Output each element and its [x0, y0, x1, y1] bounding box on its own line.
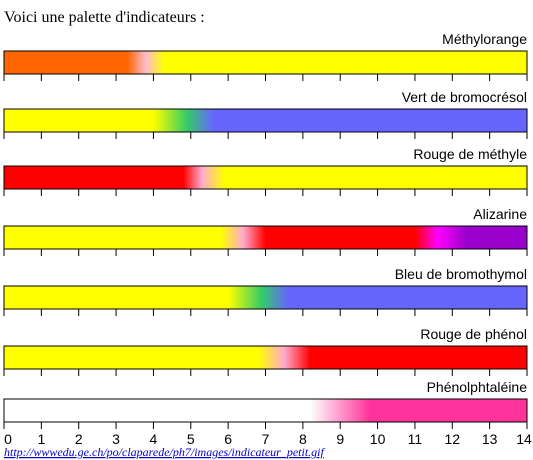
x-tick-label: 2 — [75, 431, 83, 447]
x-tick-label: 13 — [482, 431, 498, 447]
source-link[interactable]: http://wwwedu.ge.ch/po/claparede/ph7/ima… — [4, 445, 326, 459]
x-tick-label: 6 — [224, 431, 232, 447]
x-tick-label: 12 — [444, 431, 460, 447]
indicator-name: Phénolphtaléine — [427, 379, 528, 395]
x-tick-label: 7 — [262, 431, 270, 447]
x-tick-label: 14 — [516, 431, 532, 447]
x-tick-label: 0 — [4, 431, 12, 447]
x-tick-label: 5 — [187, 431, 195, 447]
indicator-name: Vert de bromocrésol — [402, 89, 527, 105]
x-tick-label: 3 — [112, 431, 120, 447]
indicator-bar — [3, 225, 528, 250]
indicator-name: Rouge de phénol — [420, 326, 527, 342]
x-tick-label: 10 — [370, 431, 386, 447]
indicator-bar — [3, 50, 528, 75]
indicator-name: Alizarine — [473, 206, 527, 222]
x-tick-label: 11 — [408, 431, 423, 447]
x-tick-label: 8 — [299, 431, 307, 447]
indicator-bar — [3, 398, 528, 423]
indicator-name: Rouge de méthyle — [413, 146, 527, 162]
indicator-bar — [3, 285, 528, 310]
chart-title: Voici une palette d'indicateurs : — [4, 9, 205, 26]
x-tick-label: 4 — [150, 431, 158, 447]
indicator-bar — [3, 108, 528, 133]
indicator-bar — [3, 165, 528, 190]
indicator-name: Bleu de bromothymol — [395, 266, 527, 282]
x-tick-label: 9 — [336, 431, 344, 447]
indicator-name: Méthylorange — [442, 31, 527, 47]
indicator-bar — [3, 345, 528, 370]
x-tick-label: 1 — [37, 431, 45, 447]
